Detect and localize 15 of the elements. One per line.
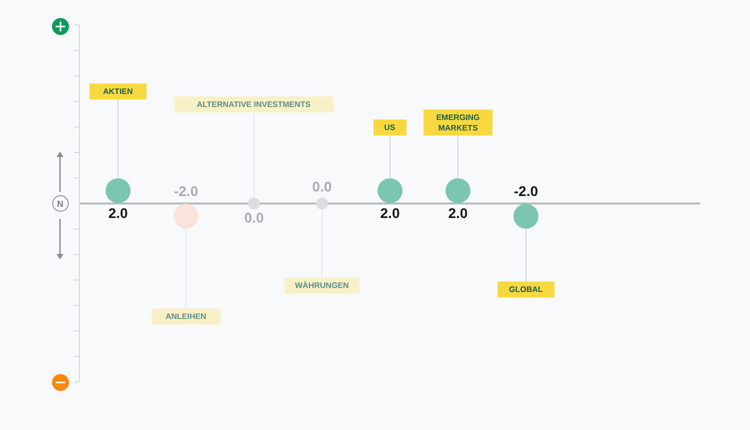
text: N <box>57 199 64 209</box>
x-tick-label: AKTIEN <box>103 87 133 96</box>
x-tick-label: ALTERNATIVE INVESTMENTS <box>196 100 312 109</box>
data-label: 2.0 <box>380 204 400 221</box>
data-label: -2.0 <box>174 183 198 200</box>
x-tick-label: US <box>384 123 396 132</box>
data-label: 0.0 <box>312 178 332 194</box>
x-tick-label: GLOBAL <box>509 285 543 294</box>
data-label: -2.0 <box>514 183 538 200</box>
x-tick-label: EMERGING MARKETS <box>436 113 480 132</box>
x-tick-label: ANLEIHEN <box>165 312 207 321</box>
x-tick-label: WÄHRUNGEN <box>295 281 349 290</box>
data-label: 2.0 <box>108 204 128 221</box>
data-label: 2.0 <box>448 204 468 221</box>
data-label: 0.0 <box>244 210 264 226</box>
